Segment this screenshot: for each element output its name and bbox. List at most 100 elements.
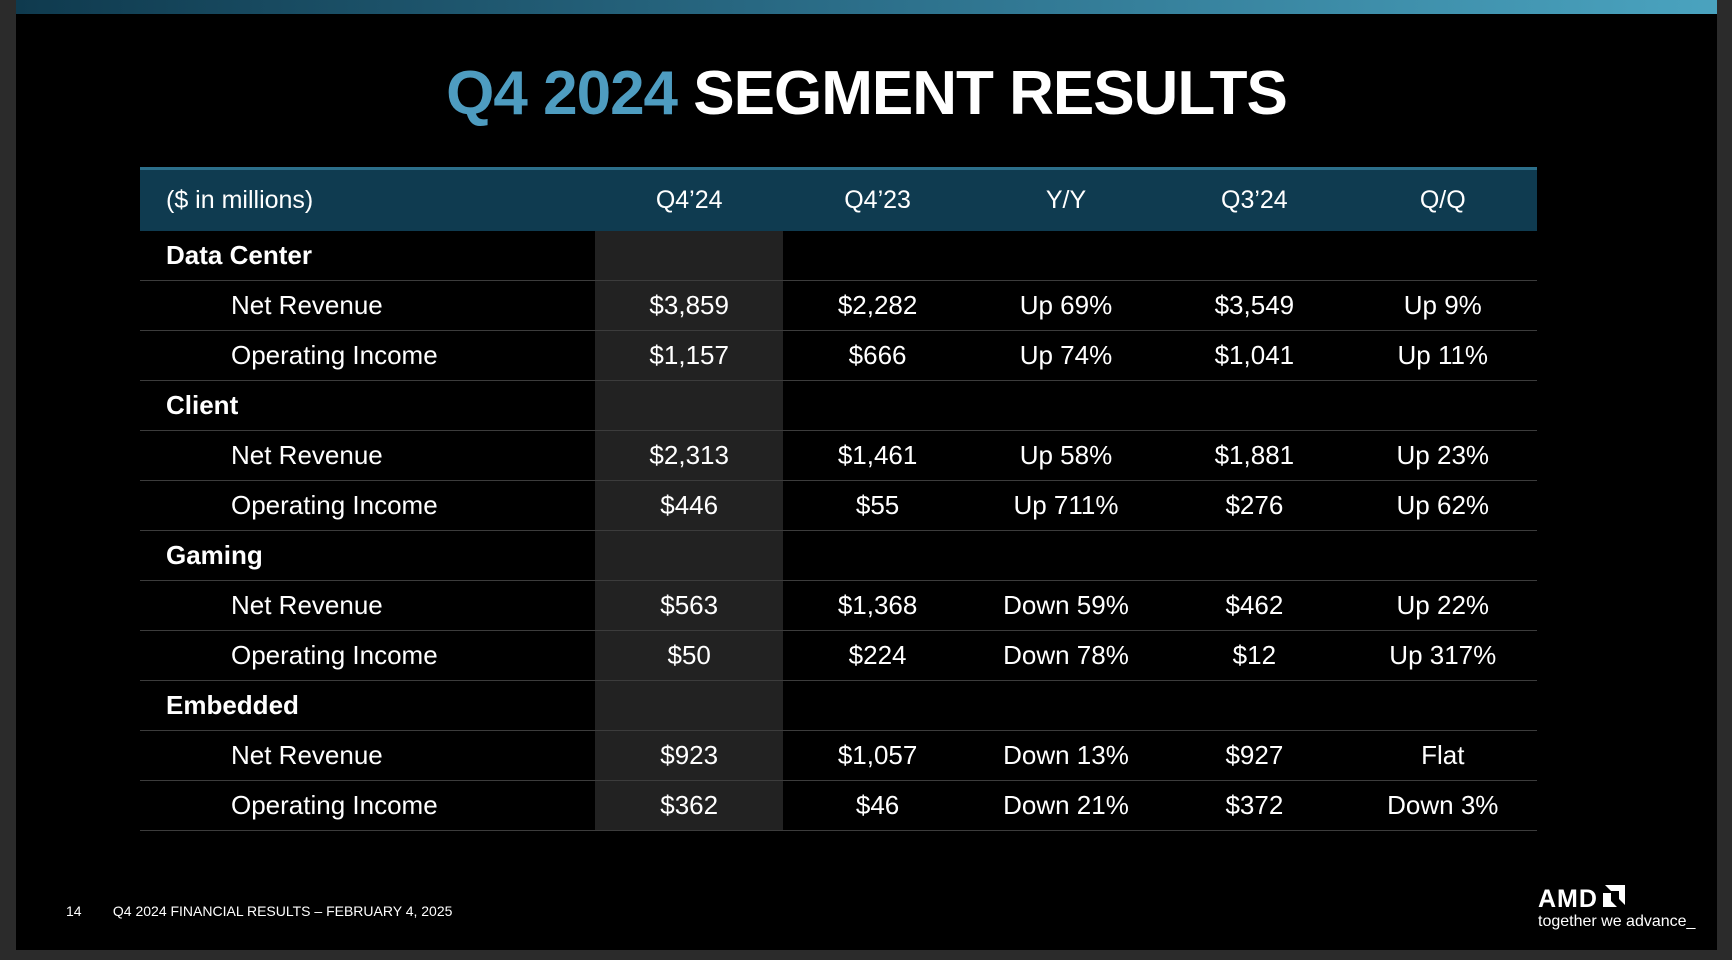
table-header-row: ($ in millions) Q4’24 Q4’23 Y/Y Q3’24 Q/… bbox=[140, 167, 1537, 231]
header-q3-24: Q3’24 bbox=[1160, 167, 1349, 231]
cell-q4-24: $1,157 bbox=[595, 330, 784, 381]
slide-title-accent: Q4 2024 bbox=[446, 59, 678, 128]
row-label: Operating Income bbox=[140, 780, 595, 831]
cell-q4-24: $563 bbox=[595, 580, 784, 631]
section-row: Data Center bbox=[140, 230, 1537, 281]
empty-cell bbox=[783, 380, 972, 431]
empty-cell bbox=[783, 230, 972, 281]
empty-cell bbox=[595, 380, 784, 431]
segment-results-table: ($ in millions) Q4’24 Q4’23 Y/Y Q3’24 Q/… bbox=[140, 167, 1537, 831]
table-row: Operating Income $446 $55 Up 711% $276 Up 62% bbox=[140, 480, 1537, 531]
header-qq: Q/Q bbox=[1348, 167, 1537, 231]
empty-cell bbox=[595, 680, 784, 731]
cell-qq: Down 3% bbox=[1348, 780, 1537, 831]
header-q4-24: Q4’24 bbox=[595, 167, 784, 231]
cell-yy: Up 69% bbox=[971, 280, 1161, 331]
empty-cell bbox=[971, 680, 1161, 731]
cell-q3-24: $1,041 bbox=[1160, 330, 1349, 381]
cell-qq: Up 23% bbox=[1348, 430, 1537, 481]
cell-qq: Up 22% bbox=[1348, 580, 1537, 631]
empty-cell bbox=[1160, 230, 1349, 281]
cell-q4-24: $2,313 bbox=[595, 430, 784, 481]
empty-cell bbox=[595, 530, 784, 581]
table-row: Operating Income $1,157 $666 Up 74% $1,041 Up… bbox=[140, 330, 1537, 381]
logo-wordmark: AMD bbox=[1538, 884, 1598, 913]
section-label: Client bbox=[140, 380, 595, 431]
cell-q4-23: $2,282 bbox=[783, 280, 972, 331]
row-label: Operating Income bbox=[140, 330, 595, 381]
cell-yy: Down 78% bbox=[971, 630, 1161, 681]
page-number: 14 bbox=[66, 903, 82, 919]
amd-logo: AMD together we advance_ bbox=[1538, 885, 1708, 932]
cell-q4-23: $224 bbox=[783, 630, 972, 681]
cell-q3-24: $276 bbox=[1160, 480, 1349, 531]
cell-q3-24: $462 bbox=[1160, 580, 1349, 631]
section-label: Data Center bbox=[140, 230, 595, 281]
cell-q4-23: $1,461 bbox=[783, 430, 972, 481]
slide-title-rest: SEGMENT RESULTS bbox=[693, 59, 1288, 128]
table-row: Net Revenue $2,313 $1,461 Up 58% $1,881 Up 23… bbox=[140, 430, 1537, 481]
table-body: Data Center Net Revenue $3,859 $2,282 Up 69%… bbox=[140, 230, 1537, 831]
section-row: Gaming bbox=[140, 530, 1537, 581]
amd-arrow-icon bbox=[1601, 885, 1625, 912]
cell-q4-24: $3,859 bbox=[595, 280, 784, 331]
empty-cell bbox=[783, 530, 972, 581]
cell-q4-23: $666 bbox=[783, 330, 972, 381]
empty-cell bbox=[1160, 680, 1349, 731]
cell-yy: Down 13% bbox=[971, 730, 1161, 781]
logo-tagline: together we advance_ bbox=[1538, 913, 1696, 930]
cell-q4-23: $46 bbox=[783, 780, 972, 831]
empty-cell bbox=[1348, 680, 1537, 731]
section-row: Client bbox=[140, 380, 1537, 431]
cell-q4-24: $50 bbox=[595, 630, 784, 681]
cell-q3-24: $12 bbox=[1160, 630, 1349, 681]
empty-cell bbox=[1160, 530, 1349, 581]
table-row: Net Revenue $923 $1,057 Down 13% $927 Flat bbox=[140, 730, 1537, 781]
table-row: Net Revenue $3,859 $2,282 Up 69% $3,549 Up 9% bbox=[140, 280, 1537, 331]
empty-cell bbox=[971, 230, 1161, 281]
empty-cell bbox=[971, 380, 1161, 431]
cell-q4-24: $923 bbox=[595, 730, 784, 781]
header-q4-23: Q4’23 bbox=[783, 167, 972, 231]
table-row: Operating Income $50 $224 Down 78% $12 Up 317… bbox=[140, 630, 1537, 681]
cell-qq: Up 11% bbox=[1348, 330, 1537, 381]
cell-qq: Up 317% bbox=[1348, 630, 1537, 681]
row-label: Operating Income bbox=[140, 630, 595, 681]
cell-q3-24: $1,881 bbox=[1160, 430, 1349, 481]
row-label: Net Revenue bbox=[140, 730, 595, 781]
cell-q3-24: $927 bbox=[1160, 730, 1349, 781]
table-row: Net Revenue $563 $1,368 Down 59% $462 Up 22% bbox=[140, 580, 1537, 631]
empty-cell bbox=[783, 680, 972, 731]
table-row: Operating Income $362 $46 Down 21% $372 Down … bbox=[140, 780, 1537, 831]
slide-footer: 14 Q4 2024 FINANCIAL RESULTS – FEBRUARY … bbox=[66, 903, 452, 919]
empty-cell bbox=[1348, 230, 1537, 281]
slide: Q4 2024 SEGMENT RESULTS ($ in millions) … bbox=[16, 0, 1717, 950]
row-label: Net Revenue bbox=[140, 430, 595, 481]
cell-q4-23: $55 bbox=[783, 480, 972, 531]
empty-cell bbox=[595, 230, 784, 281]
empty-cell bbox=[971, 530, 1161, 581]
header-units: ($ in millions) bbox=[140, 167, 595, 231]
footer-text: Q4 2024 FINANCIAL RESULTS – FEBRUARY 4, … bbox=[112, 903, 453, 919]
cell-qq: Flat bbox=[1348, 730, 1537, 781]
cell-yy: Down 59% bbox=[971, 580, 1161, 631]
row-label: Operating Income bbox=[140, 480, 595, 531]
cell-q4-24: $362 bbox=[595, 780, 784, 831]
empty-cell bbox=[1348, 380, 1537, 431]
cell-q3-24: $3,549 bbox=[1160, 280, 1349, 331]
section-label: Gaming bbox=[140, 530, 595, 581]
cell-q4-23: $1,057 bbox=[783, 730, 972, 781]
cell-yy: Up 711% bbox=[971, 480, 1161, 531]
section-label: Embedded bbox=[140, 680, 595, 731]
logo-wordmark-row: AMD bbox=[1538, 885, 1708, 912]
cell-q4-23: $1,368 bbox=[783, 580, 972, 631]
cell-yy: Down 21% bbox=[971, 780, 1161, 831]
cell-qq: Up 62% bbox=[1348, 480, 1537, 531]
row-label: Net Revenue bbox=[140, 280, 595, 331]
section-row: Embedded bbox=[140, 680, 1537, 731]
cell-qq: Up 9% bbox=[1348, 280, 1537, 331]
empty-cell bbox=[1160, 380, 1349, 431]
cell-q4-24: $446 bbox=[595, 480, 784, 531]
row-label: Net Revenue bbox=[140, 580, 595, 631]
